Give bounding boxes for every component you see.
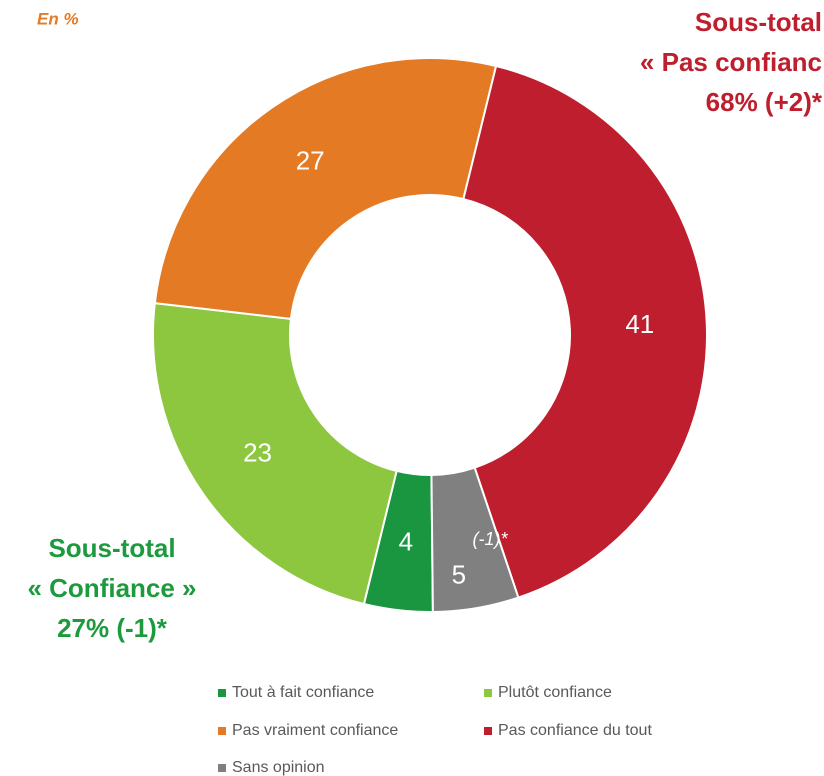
- subtotal-label: 68% (+2)*: [706, 87, 823, 117]
- data-label: 5: [452, 559, 466, 589]
- subtotal-label: 27% (-1)*: [57, 613, 168, 643]
- data-label: 27: [296, 145, 325, 175]
- unit-note: En %: [37, 9, 79, 28]
- legend-label: Sans opinion: [232, 759, 325, 776]
- data-label: 41: [625, 309, 654, 339]
- legend-label: Pas vraiment confiance: [232, 722, 398, 739]
- subtotal-label: « Confiance »: [27, 573, 196, 603]
- donut-slice: [152, 302, 398, 606]
- legend-label: Pas confiance du tout: [498, 722, 652, 739]
- subtotal-label: Sous-total: [48, 533, 175, 563]
- donut-slice: [462, 64, 708, 599]
- legend-swatch: [484, 727, 492, 735]
- legend-swatch: [218, 764, 226, 772]
- legend-label: Tout à fait confiance: [232, 684, 374, 701]
- donut-slice: [430, 466, 520, 613]
- subtotal-label: « Pas confianc: [640, 47, 822, 77]
- legend-swatch: [218, 727, 226, 735]
- legend-label: Plutôt confiance: [498, 684, 612, 701]
- annotation: (-1)*: [473, 529, 509, 549]
- data-label: 4: [399, 526, 413, 556]
- subtotal-label: Sous-total: [695, 7, 822, 37]
- legend-swatch: [218, 689, 226, 697]
- data-label: 23: [243, 438, 272, 468]
- donut-slice: [153, 57, 498, 321]
- legend-swatch: [484, 689, 492, 697]
